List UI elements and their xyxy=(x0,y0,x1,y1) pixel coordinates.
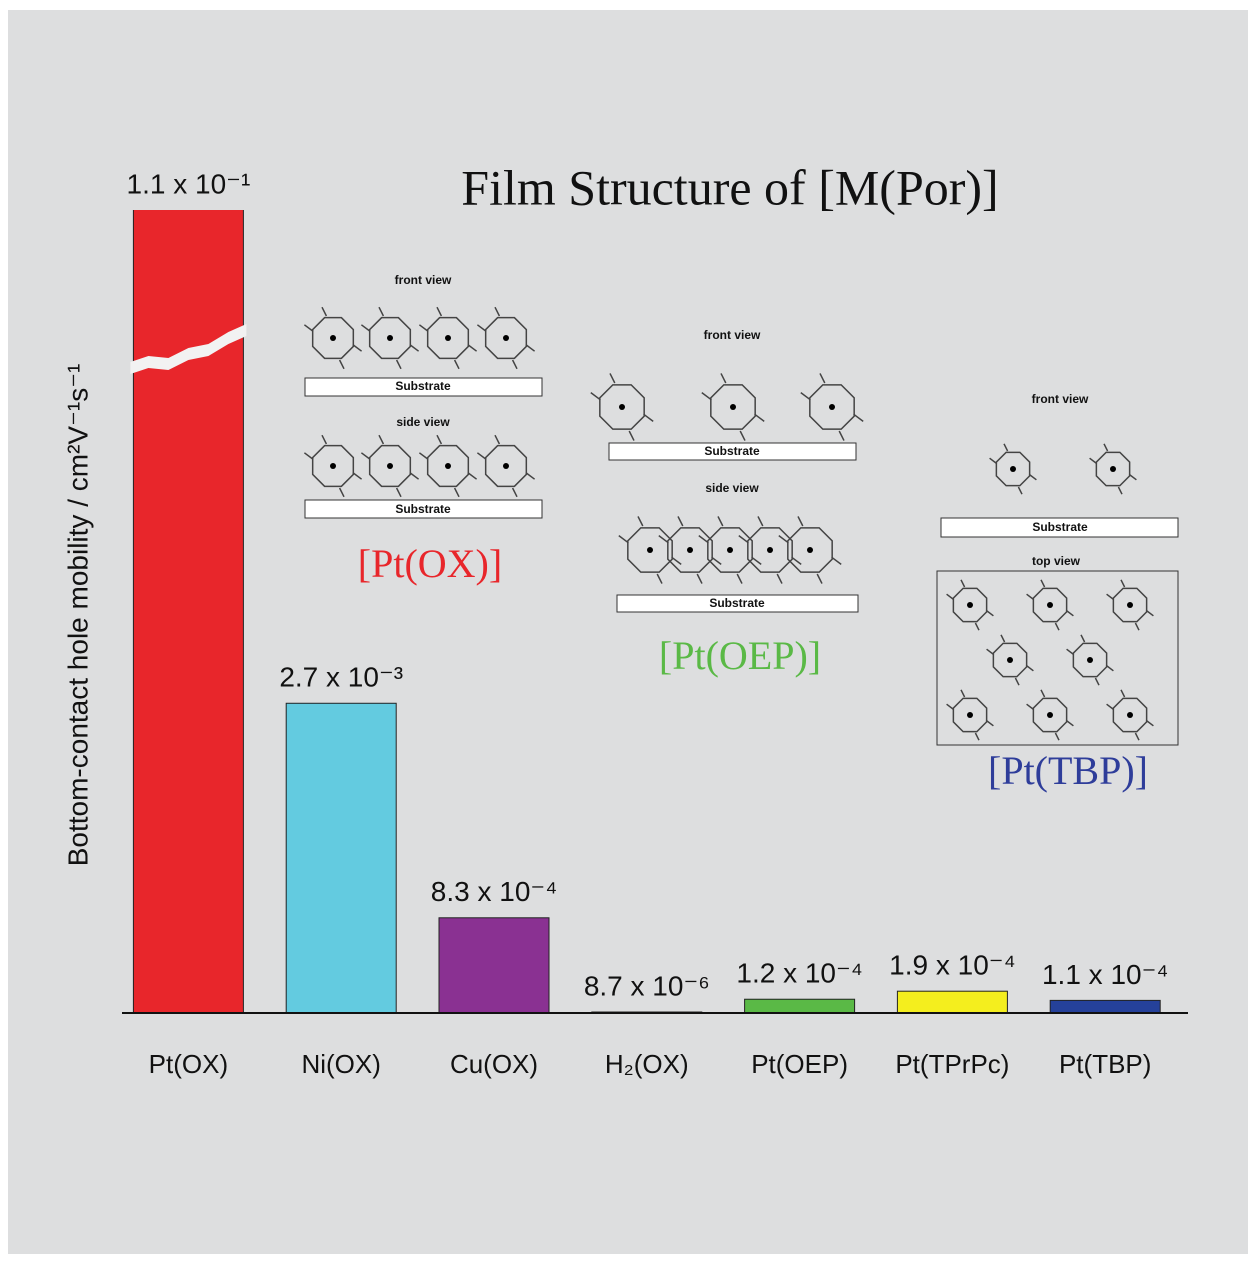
inset-label: [Pt(TBP)] xyxy=(988,748,1148,793)
molecule-center xyxy=(330,335,336,341)
molecule-center xyxy=(807,547,813,553)
value-label: 8.7 x 10⁻⁶ xyxy=(584,970,710,1001)
chart-title: Film Structure of [M(Por)] xyxy=(461,159,998,215)
molecule-center xyxy=(330,463,336,469)
bar xyxy=(745,999,855,1013)
molecule-center xyxy=(387,335,393,341)
molecule-center xyxy=(727,547,733,553)
x-tick-label: Ni(OX) xyxy=(301,1049,380,1079)
x-tick-label: Pt(TPrPc) xyxy=(895,1049,1009,1079)
x-tick-label: Pt(TBP) xyxy=(1059,1049,1151,1079)
value-label: 8.3 x 10⁻⁴ xyxy=(431,876,557,907)
y-axis-label: Bottom-contact hole mobility / cm²V⁻¹s⁻¹ xyxy=(62,364,93,867)
molecule-center xyxy=(1127,602,1133,608)
molecule-center xyxy=(503,335,509,341)
molecule-center xyxy=(1127,712,1133,718)
inset-text: front view xyxy=(395,273,452,287)
x-tick-label: Pt(OX) xyxy=(149,1049,228,1079)
inset-text: side view xyxy=(396,415,450,429)
value-label: 1.9 x 10⁻⁴ xyxy=(889,950,1015,981)
molecule-center xyxy=(967,712,973,718)
x-tick-label: Cu(OX) xyxy=(450,1049,538,1079)
molecule-center xyxy=(967,602,973,608)
molecule-center xyxy=(1007,657,1013,663)
molecule-center xyxy=(1047,602,1053,608)
molecule-center xyxy=(1047,712,1053,718)
molecule-center xyxy=(829,404,835,410)
inset-label: [Pt(OX)] xyxy=(358,541,502,586)
inset-label: [Pt(OEP)] xyxy=(659,633,821,678)
molecule-center xyxy=(445,335,451,341)
molecule-center xyxy=(730,404,736,410)
bar xyxy=(1050,1000,1160,1013)
molecule-center xyxy=(445,463,451,469)
chart: Film Structure of [M(Por)] Bottom-contac… xyxy=(0,0,1254,1262)
molecule-center xyxy=(767,547,773,553)
inset-text: Substrate xyxy=(709,596,765,610)
value-label: 1.1 x 10⁻⁴ xyxy=(1042,959,1168,990)
molecule-center xyxy=(687,547,693,553)
molecule-center xyxy=(1010,466,1016,472)
inset-text: Substrate xyxy=(1032,520,1088,534)
x-tick-label: H₂(OX) xyxy=(605,1049,689,1079)
bar xyxy=(439,918,549,1013)
inset-text: front view xyxy=(1032,392,1089,406)
inset-text: top view xyxy=(1032,554,1081,568)
inset-text: side view xyxy=(705,481,759,495)
x-tick-label: Pt(OEP) xyxy=(751,1049,848,1079)
molecule-center xyxy=(1110,466,1116,472)
value-label: 1.1 x 10⁻¹ xyxy=(127,168,251,199)
bar xyxy=(286,703,396,1013)
molecule-center xyxy=(387,463,393,469)
value-label: 1.2 x 10⁻⁴ xyxy=(736,958,862,989)
value-label: 2.7 x 10⁻³ xyxy=(279,662,403,693)
molecule-center xyxy=(1087,657,1093,663)
inset-text: Substrate xyxy=(395,379,451,393)
molecule-center xyxy=(619,404,625,410)
molecule-center xyxy=(647,547,653,553)
inset-text: Substrate xyxy=(395,502,451,516)
inset-text: Substrate xyxy=(704,444,760,458)
bar xyxy=(897,991,1007,1013)
molecule-center xyxy=(503,463,509,469)
inset-text: front view xyxy=(704,328,761,342)
